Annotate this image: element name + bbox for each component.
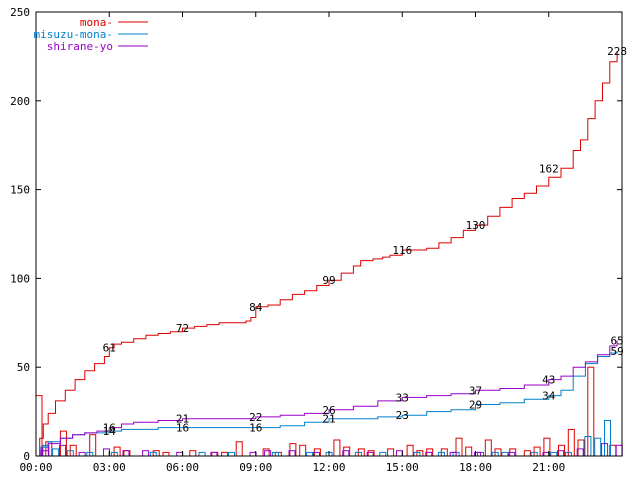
histogram-bar — [198, 451, 206, 457]
histogram-bar — [523, 450, 531, 457]
histogram-bar — [615, 444, 623, 457]
line-layer — [36, 51, 618, 457]
data-label: 21 — [322, 413, 335, 426]
data-label: 84 — [249, 301, 263, 314]
x-tick-label: 03:00 — [93, 461, 126, 474]
data-label: 14 — [103, 425, 117, 438]
plot-frame — [35, 11, 623, 457]
series-line — [36, 51, 618, 457]
x-tick-label: 15:00 — [386, 461, 419, 474]
data-label: 72 — [176, 322, 189, 335]
histogram-bar — [52, 448, 60, 457]
histogram-bar — [484, 439, 492, 457]
data-label: 16 — [176, 422, 189, 435]
histogram-bar — [142, 450, 150, 457]
histogram-bar — [396, 450, 403, 457]
histogram-bar — [306, 451, 314, 457]
legend-label: shirane-yo — [47, 40, 113, 53]
histogram-bar — [176, 451, 184, 457]
histogram-bar — [594, 437, 602, 457]
data-label: 16 — [103, 422, 116, 435]
data-label: 116 — [392, 244, 412, 257]
legend-label: misuzu-mona- — [34, 28, 113, 41]
histogram-bar — [379, 451, 387, 457]
data-label: 130 — [466, 219, 486, 232]
histogram-bar — [264, 450, 272, 457]
histogram-bar — [465, 446, 473, 457]
data-label: 59 — [610, 345, 623, 358]
histogram-bar — [228, 451, 235, 457]
data-label: 23 — [396, 409, 409, 422]
x-tick-label: 09:00 — [239, 461, 272, 474]
data-label: 43 — [542, 374, 555, 387]
data-label: 34 — [542, 390, 556, 403]
x-tick-label: 18:00 — [459, 461, 492, 474]
axes-layer: 0 50 100 150 200 250 00:00 03:00 06:00 09:00 12:00… — [10, 6, 623, 474]
histogram-bar — [299, 444, 307, 457]
histogram-bar — [78, 451, 86, 457]
y-tick-label: 0 — [23, 450, 30, 463]
data-label: 29 — [469, 399, 482, 412]
histogram-bar — [333, 439, 341, 457]
data-label: 99 — [322, 274, 335, 287]
data-label: 21 — [176, 413, 189, 426]
series-line — [36, 340, 618, 457]
histogram-bar — [189, 450, 197, 457]
histogram-bar — [406, 444, 414, 457]
y-tick-label: 100 — [10, 272, 30, 285]
x-tick-label: 12:00 — [312, 461, 345, 474]
histogram-bar — [221, 451, 229, 457]
y-tick-label: 150 — [10, 184, 30, 197]
data-label: 16 — [249, 422, 262, 435]
x-tick-label: 06:00 — [166, 461, 199, 474]
histogram-bar — [262, 448, 270, 457]
data-label: 37 — [469, 384, 482, 397]
legend: mona-misuzu-mona-shirane-yo — [34, 16, 148, 53]
data-label: 26 — [322, 404, 335, 417]
data-label: 61 — [103, 342, 116, 355]
y-tick-label: 50 — [17, 361, 30, 374]
data-label: 22 — [249, 411, 262, 424]
data-label: 65 — [610, 335, 623, 348]
histogram-bar — [235, 441, 243, 457]
data-label: 162 — [539, 162, 559, 175]
histogram-bar — [387, 448, 395, 457]
histogram-bar — [162, 451, 170, 457]
y-tick-label: 200 — [10, 95, 30, 108]
histogram-bar — [550, 451, 558, 457]
histogram-bar — [501, 451, 509, 457]
x-tick-label: 00:00 — [19, 461, 52, 474]
data-label: 33 — [396, 391, 409, 404]
histogram-bar — [249, 451, 257, 457]
x-tick-label: 21:00 — [532, 461, 565, 474]
y-tick-label: 250 — [10, 6, 30, 19]
legend-label: mona- — [80, 16, 113, 29]
data-label: 228 — [607, 45, 627, 58]
histogram-bar — [103, 448, 110, 457]
